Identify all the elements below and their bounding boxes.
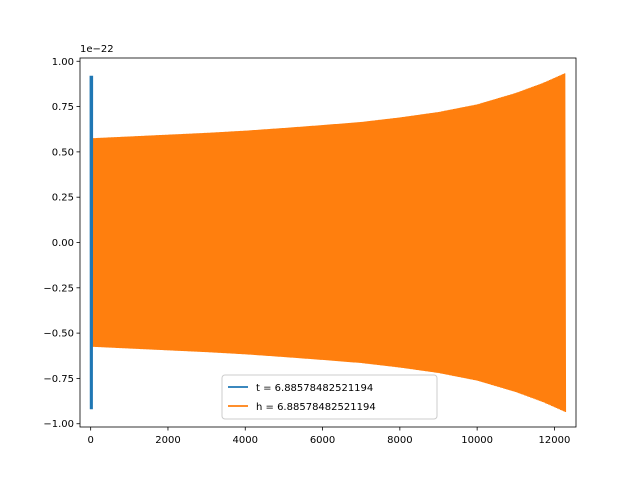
x-tick-label: 6000 — [310, 435, 335, 446]
x-tick-label: 10000 — [461, 435, 493, 446]
legend-label-0: t = 6.88578482521194 — [256, 383, 373, 394]
legend-label-1: h = 6.88578482521194 — [256, 402, 376, 413]
y-tick-label: 0.00 — [52, 238, 74, 249]
y-tick-label: 0.75 — [52, 102, 74, 113]
y-tick-label: 0.50 — [52, 147, 74, 158]
y-tick-label: −0.25 — [43, 283, 74, 294]
legend-box — [221, 374, 438, 420]
x-tick-label: 2000 — [155, 435, 180, 446]
series-line-1 — [89, 73, 567, 412]
y-tick-label: 1.00 — [52, 57, 74, 68]
y-axis: 1.00 0.75 0.50 0.25 0.00 −0.25 −0.50 −0.75 −1.00 — [43, 57, 80, 430]
series-layer — [89, 73, 567, 412]
x-tick-label: 8000 — [387, 435, 412, 446]
series-line-0 — [89, 75, 94, 410]
legend: t = 6.88578482521194 h = 6.88578482521194 — [221, 374, 438, 420]
y-tick-label: 0.25 — [52, 193, 74, 204]
x-tick-label: 12000 — [539, 435, 571, 446]
y-offset-label: 1e−22 — [80, 44, 114, 55]
x-axis: 0 2000 4000 6000 8000 10000 12000 — [87, 427, 570, 446]
y-tick-label: −1.00 — [43, 419, 74, 430]
x-tick-label: 4000 — [233, 435, 258, 446]
x-tick-label: 0 — [87, 435, 93, 446]
y-tick-label: −0.75 — [43, 374, 74, 385]
y-tick-label: −0.50 — [43, 329, 74, 340]
